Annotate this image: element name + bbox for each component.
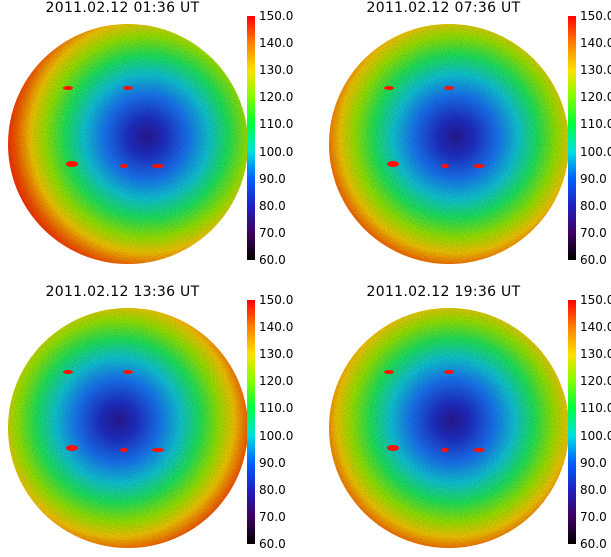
panel-2: 2011.02.12 07:36 UT 150.0 140.0 130.0 120.0…: [321, 0, 611, 273]
colorbar-tick-label: 110.0: [580, 401, 611, 416]
colorbar-tick-label: 150.0: [580, 293, 611, 307]
colorbar-tick-label: 130.0: [259, 63, 294, 78]
panel-title: 2011.02.12 07:36 UT: [366, 0, 521, 16]
panel-3: 2011.02.12 13:36 UT 150.0 140.0 130.0 120.0…: [0, 284, 305, 557]
colorbar-tick-label: 100.0: [259, 144, 294, 159]
panel-title: 2011.02.12 19:36 UT: [366, 284, 521, 300]
colorbar: [568, 16, 576, 260]
colorbar-tick-label: 60.0: [580, 537, 607, 551]
colorbar-tick-label: 140.0: [259, 320, 294, 335]
colorbar-tick-label: 140.0: [259, 36, 294, 51]
colorbar-tick-label: 110.0: [259, 117, 294, 132]
panel-title: 2011.02.12 13:36 UT: [45, 284, 200, 300]
colorbar-tick-label: 100.0: [580, 428, 611, 443]
colorbar-tick-label: 120.0: [259, 374, 294, 389]
solar-disk-image: [8, 24, 248, 264]
colorbar: [247, 300, 255, 544]
colorbar-tick-label: 110.0: [580, 117, 611, 132]
panel-4: 2011.02.12 19:36 UT 150.0 140.0 130.0 120.0…: [321, 284, 611, 557]
colorbar-tick-label: 90.0: [259, 455, 286, 470]
colorbar-tick-label: 150.0: [580, 9, 611, 23]
colorbar-tick-label: 70.0: [259, 225, 286, 240]
colorbar-tick-label: 90.0: [580, 455, 607, 470]
colorbar-tick-label: 70.0: [580, 509, 607, 524]
solar-disk-image: [329, 308, 569, 548]
colorbar: [568, 300, 576, 544]
colorbar-tick-label: 140.0: [580, 320, 611, 335]
colorbar-tick-label: 110.0: [259, 401, 294, 416]
colorbar: [247, 16, 255, 260]
colorbar-tick-label: 80.0: [259, 198, 286, 213]
colorbar-tick-label: 60.0: [259, 537, 286, 551]
colorbar-tick-label: 90.0: [580, 171, 607, 186]
colorbar-tick-label: 80.0: [580, 482, 607, 497]
colorbar-tick-label: 80.0: [580, 198, 607, 213]
solar-disk-image: [329, 24, 569, 264]
colorbar-tick-label: 120.0: [259, 90, 294, 105]
colorbar-tick-label: 120.0: [580, 90, 611, 105]
colorbar-tick-label: 70.0: [580, 225, 607, 240]
colorbar-tick-label: 60.0: [580, 253, 607, 267]
colorbar-tick-label: 100.0: [259, 428, 294, 443]
colorbar-tick-label: 120.0: [580, 374, 611, 389]
colorbar-tick-label: 70.0: [259, 509, 286, 524]
colorbar-tick-label: 150.0: [259, 9, 294, 23]
colorbar-tick-label: 80.0: [259, 482, 286, 497]
panel-title: 2011.02.12 01:36 UT: [45, 0, 200, 16]
colorbar-tick-label: 130.0: [580, 63, 611, 78]
solar-disk-image: [8, 308, 248, 548]
colorbar-tick-label: 150.0: [259, 293, 294, 307]
colorbar-tick-label: 130.0: [580, 347, 611, 362]
colorbar-tick-label: 100.0: [580, 144, 611, 159]
colorbar-tick-label: 90.0: [259, 171, 286, 186]
colorbar-tick-label: 130.0: [259, 347, 294, 362]
panel-1: 2011.02.12 01:36 UT 150.0 140.0 130.0 120.0…: [0, 0, 305, 273]
colorbar-tick-label: 60.0: [259, 253, 286, 267]
colorbar-tick-label: 140.0: [580, 36, 611, 51]
